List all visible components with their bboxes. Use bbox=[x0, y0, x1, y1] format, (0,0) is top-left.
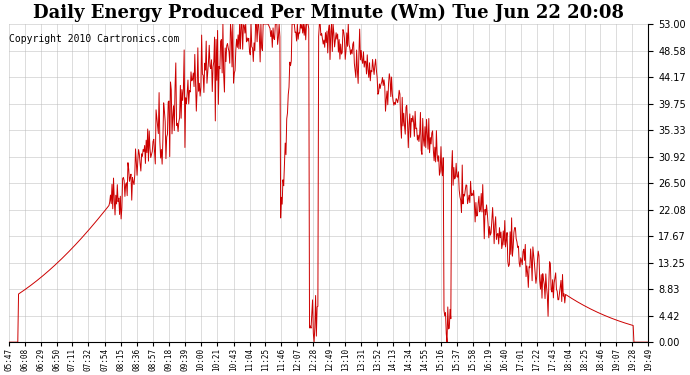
Text: Copyright 2010 Cartronics.com: Copyright 2010 Cartronics.com bbox=[9, 33, 179, 44]
Title: Daily Energy Produced Per Minute (Wm) Tue Jun 22 20:08: Daily Energy Produced Per Minute (Wm) Tu… bbox=[33, 4, 624, 22]
